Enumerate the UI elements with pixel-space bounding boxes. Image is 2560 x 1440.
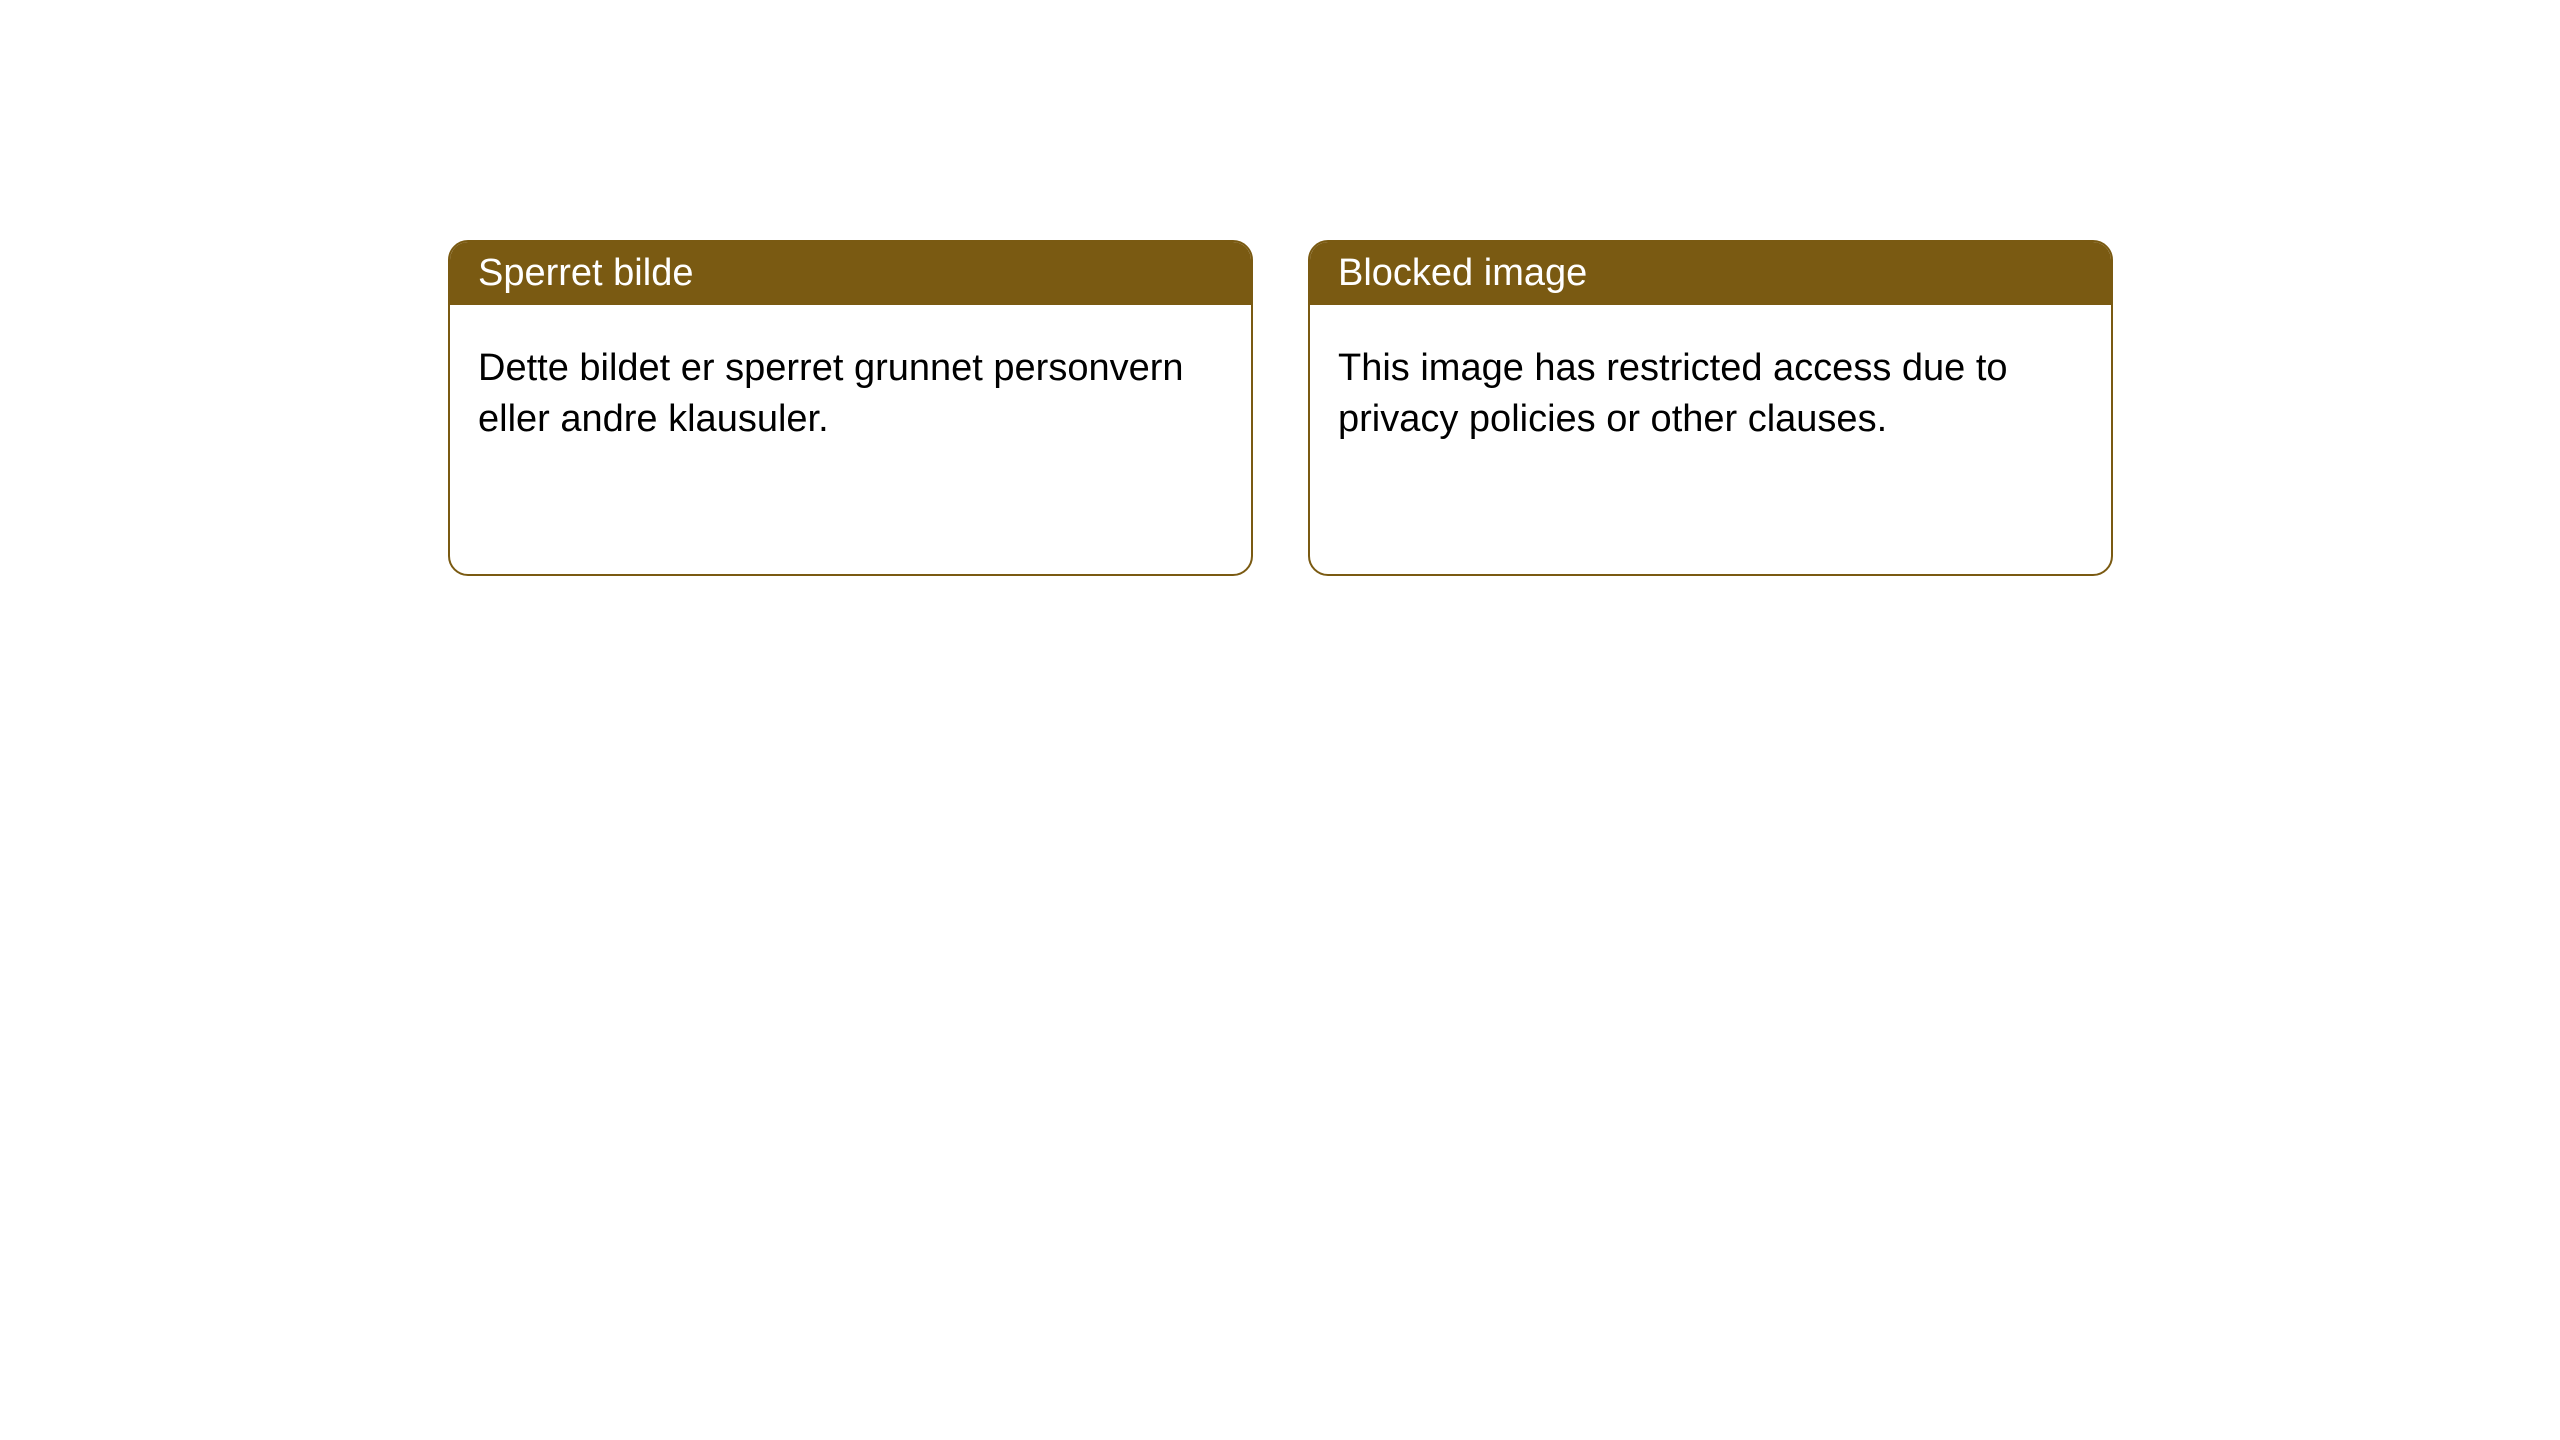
card-title: Blocked image — [1338, 252, 1587, 294]
card-body-text: Dette bildet er sperret grunnet personve… — [478, 347, 1184, 440]
card-header: Sperret bilde — [450, 242, 1251, 305]
card-body: Dette bildet er sperret grunnet personve… — [450, 305, 1251, 484]
card-header: Blocked image — [1310, 242, 2111, 305]
cards-container: Sperret bilde Dette bildet er sperret gr… — [0, 0, 2560, 576]
card-body-text: This image has restricted access due to … — [1338, 347, 2008, 440]
card-body: This image has restricted access due to … — [1310, 305, 2111, 484]
card-title: Sperret bilde — [478, 252, 693, 294]
card-norwegian: Sperret bilde Dette bildet er sperret gr… — [448, 240, 1253, 576]
card-english: Blocked image This image has restricted … — [1308, 240, 2113, 576]
